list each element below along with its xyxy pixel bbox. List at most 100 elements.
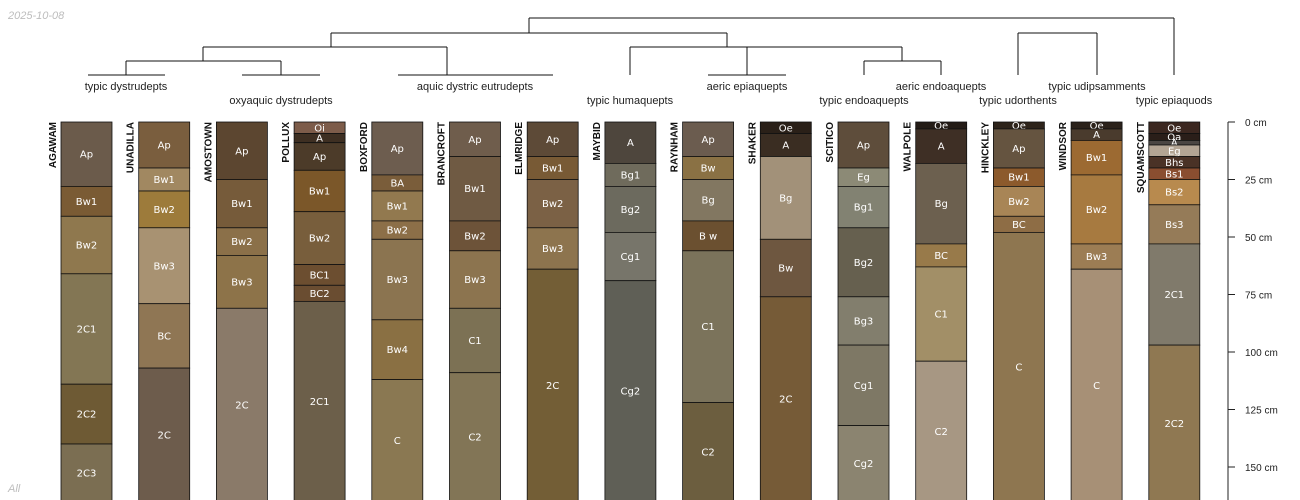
horizon-label: A	[316, 134, 323, 145]
depth-tick-label: 25 cm	[1245, 176, 1272, 187]
depth-tick-label: 0 cm	[1245, 118, 1267, 129]
horizon-label: Ap	[391, 144, 404, 155]
depth-tick-label: 100 cm	[1245, 348, 1278, 359]
horizon-block	[449, 372, 501, 500]
horizon-label: Bw	[778, 264, 793, 275]
soil-profile: RAYNHAM Ap Bw Bg B w C1 C2	[670, 121, 734, 500]
horizon-label: Bw2	[464, 231, 485, 242]
profile-name: BOXFORD	[359, 122, 370, 172]
horizon-block	[915, 266, 968, 362]
horizon-label: Bg2	[621, 205, 641, 216]
horizon-label: B w	[699, 231, 717, 242]
horizon-label: Bw1	[464, 184, 485, 195]
horizon-label: Ap	[468, 135, 481, 146]
horizon-label: 2C2	[1164, 419, 1184, 430]
horizon-block	[837, 425, 890, 500]
horizon-label: Bw1	[231, 199, 252, 210]
horizon-label: Bw2	[1086, 205, 1107, 216]
horizon-label: Oe	[1090, 121, 1104, 132]
soil-profile: POLLUX OiA Ap Bw1 Bw2 BC1 BC2 2C1	[281, 121, 346, 500]
horizon-block	[371, 121, 424, 176]
profile-name: WALPOLE	[903, 122, 914, 172]
soil-profile: WALPOLE Oe A Bg BC C1 C2	[903, 121, 968, 500]
horizon-label: Bw3	[464, 275, 485, 286]
horizon-label: Bw3	[387, 275, 408, 286]
horizon-block	[1070, 174, 1123, 245]
horizon-block	[759, 296, 812, 500]
soil-profile: SCITICO Ap Eg Bg1 Bg2 Bg3 Cg1 Cg2	[825, 121, 890, 500]
taxon-label: typic epiaquods	[1136, 95, 1213, 107]
horizon-label: Bg3	[854, 316, 874, 327]
profile-name: HINCKLEY	[980, 122, 991, 173]
horizon-block	[215, 254, 268, 309]
horizon-label: Ap	[1012, 144, 1025, 155]
horizon-label: Bg	[779, 193, 792, 204]
horizon-block	[526, 179, 579, 229]
horizon-label: Bw	[701, 164, 716, 175]
soil-profile: ELMRIDGE Ap Bw1 Bw2 Bw3 2C	[514, 121, 579, 500]
horizon-block	[138, 367, 191, 500]
soil-profile: HINCKLEY Oe Ap Bw1 Bw2 BC C	[980, 121, 1045, 500]
depth-tick-label: 125 cm	[1245, 406, 1278, 417]
horizon-label: A	[1093, 130, 1100, 141]
profile-name: SCITICO	[825, 122, 836, 163]
horizon-block	[682, 220, 734, 252]
horizon-block	[60, 185, 113, 217]
taxonomy-labels: typic dystrudepts oxyaquic dystrudepts a…	[85, 81, 1213, 107]
horizon-block	[993, 231, 1045, 500]
horizon-block	[1070, 268, 1123, 500]
horizon-label: 2C	[158, 430, 171, 441]
horizon-block	[759, 238, 812, 298]
horizon-label: Bw2	[387, 226, 408, 237]
horizon-block	[1148, 344, 1201, 500]
taxon-label: aeric epiaquepts	[707, 81, 788, 93]
horizon-block	[449, 121, 501, 157]
horizon-block	[371, 190, 424, 222]
horizon-block	[138, 190, 191, 229]
horizon-label: 2C	[779, 395, 792, 406]
horizon-label: Ap	[235, 146, 248, 157]
horizon-block	[915, 162, 968, 245]
horizon-label: Ap	[857, 141, 870, 152]
horizon-label: 2C1	[1164, 290, 1184, 301]
horizon-block	[837, 121, 890, 169]
horizon-label: Bw1	[542, 164, 563, 175]
depth-tick-label: 75 cm	[1245, 291, 1272, 302]
horizon-block	[1148, 204, 1201, 245]
profile-name: BRANCROFT	[437, 122, 448, 185]
horizon-label: Bs1	[1165, 169, 1183, 180]
taxon-label: typic dystrudepts	[85, 81, 168, 93]
horizon-label: Ap	[158, 141, 171, 152]
taxon-label: aquic dystric eutrudepts	[417, 81, 534, 93]
horizon-label: Ap	[546, 135, 559, 146]
horizon-label: A	[627, 138, 634, 149]
horizon-label: A	[1171, 138, 1178, 149]
horizon-block	[759, 156, 812, 240]
horizon-block	[138, 121, 191, 169]
profile-name: AGAWAM	[48, 122, 59, 168]
horizon-label: Oe	[779, 123, 793, 134]
horizon-block	[604, 280, 657, 500]
horizon-label: 2C	[235, 400, 248, 411]
horizon-block	[449, 307, 501, 374]
horizon-block	[604, 185, 657, 233]
horizon-label: BA	[390, 178, 404, 189]
horizon-label: C2	[701, 448, 714, 459]
horizon-block	[915, 128, 968, 164]
horizon-label: Bw1	[309, 187, 330, 198]
horizon-label: Bg2	[854, 258, 874, 269]
horizon-block	[837, 185, 890, 229]
horizon-label: Ap	[313, 152, 326, 163]
horizon-label: 2C	[546, 381, 559, 392]
horizon-label: Bw2	[309, 234, 330, 245]
horizon-label: Bw4	[387, 345, 408, 356]
horizon-label: 2C1	[77, 325, 97, 336]
profile-name: POLLUX	[281, 122, 292, 163]
horizon-label: Oe	[1012, 121, 1026, 132]
horizon-label: Bw1	[1008, 173, 1029, 184]
profile-name: SHAKER	[747, 121, 758, 164]
horizon-block	[993, 128, 1045, 169]
horizon-label: 2C3	[77, 468, 97, 479]
horizon-block	[915, 360, 968, 500]
